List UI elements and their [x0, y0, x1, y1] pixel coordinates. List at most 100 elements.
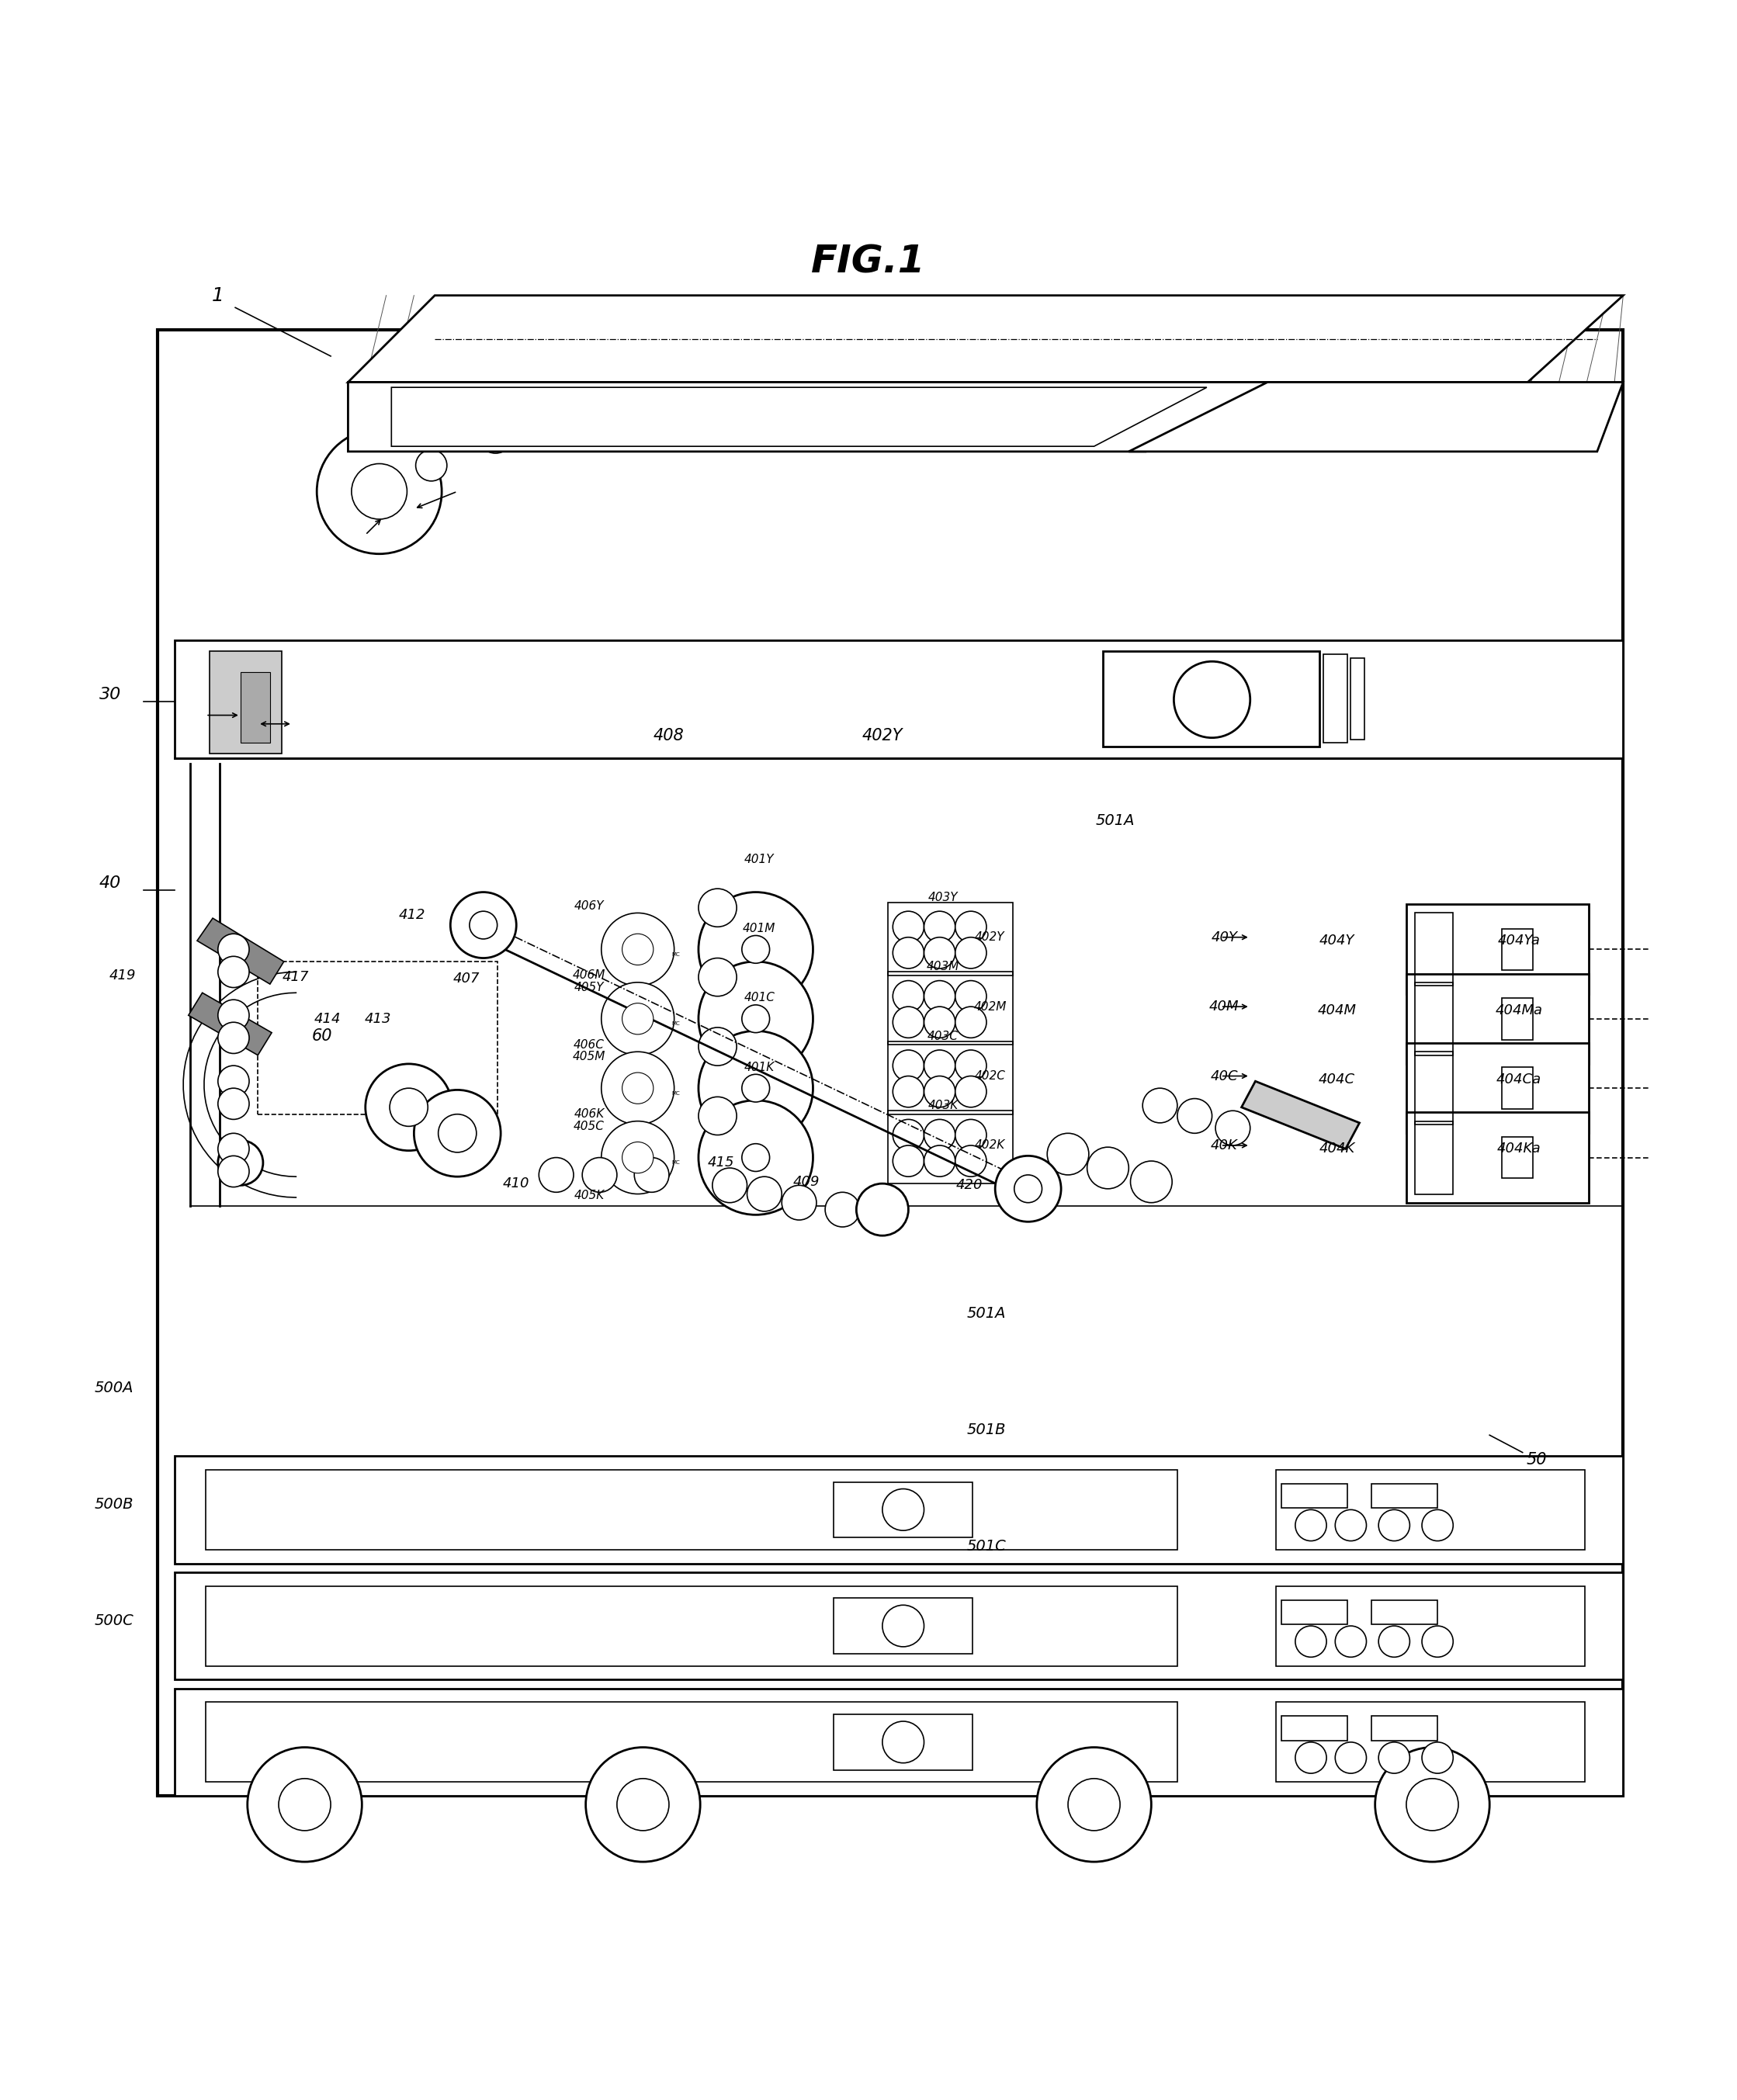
Text: 402Y: 402Y: [974, 932, 1006, 943]
Text: 40: 40: [99, 876, 122, 890]
Circle shape: [924, 981, 955, 1012]
Circle shape: [1379, 1625, 1410, 1657]
Text: 500A: 500A: [94, 1382, 134, 1396]
Bar: [1282, 1485, 1348, 1508]
Text: 500B: 500B: [94, 1497, 134, 1512]
Circle shape: [1014, 1174, 1042, 1203]
Circle shape: [1047, 1134, 1089, 1174]
Bar: [174, 1455, 1622, 1564]
Circle shape: [955, 1075, 987, 1107]
Circle shape: [438, 1115, 476, 1153]
Circle shape: [698, 1096, 736, 1134]
Text: 403K: 403K: [928, 1100, 959, 1111]
Circle shape: [538, 1157, 573, 1193]
Polygon shape: [196, 918, 283, 985]
Circle shape: [622, 934, 653, 966]
Circle shape: [698, 958, 736, 995]
Bar: [1407, 974, 1588, 1065]
Polygon shape: [1129, 382, 1622, 451]
Bar: [1103, 651, 1320, 746]
Circle shape: [278, 1779, 330, 1831]
Circle shape: [617, 1779, 669, 1831]
Bar: [158, 330, 1622, 1795]
Text: 30: 30: [99, 687, 122, 701]
Bar: [834, 1714, 973, 1770]
Circle shape: [955, 981, 987, 1012]
Circle shape: [1336, 1625, 1367, 1657]
Circle shape: [955, 911, 987, 943]
Text: 401Y: 401Y: [743, 853, 775, 865]
Circle shape: [924, 937, 955, 968]
Circle shape: [622, 1142, 653, 1174]
Text: 401M: 401M: [743, 922, 776, 934]
Circle shape: [955, 1144, 987, 1176]
Circle shape: [1296, 1625, 1327, 1657]
Text: 404M: 404M: [1317, 1004, 1357, 1016]
Circle shape: [450, 892, 516, 958]
Circle shape: [1068, 1779, 1120, 1831]
Circle shape: [1336, 1510, 1367, 1541]
Text: 405C: 405C: [573, 1121, 604, 1132]
Bar: [1503, 1067, 1534, 1109]
Bar: [1351, 657, 1365, 739]
Circle shape: [698, 888, 736, 926]
Text: 501A: 501A: [968, 1306, 1006, 1321]
Text: FIG.1: FIG.1: [811, 244, 926, 281]
Bar: [1372, 1600, 1438, 1623]
Text: 403Y: 403Y: [928, 892, 959, 903]
Text: 415: 415: [707, 1155, 735, 1170]
Circle shape: [478, 418, 512, 454]
Text: 409: 409: [792, 1174, 820, 1189]
Circle shape: [254, 716, 278, 739]
Bar: [1416, 1121, 1454, 1195]
Circle shape: [469, 911, 497, 939]
Text: 40C: 40C: [1211, 1069, 1238, 1084]
Bar: [1277, 1585, 1584, 1665]
Text: MC: MC: [672, 951, 681, 958]
Bar: [888, 1042, 1013, 1115]
Circle shape: [622, 1073, 653, 1105]
Text: 40M: 40M: [1209, 1000, 1238, 1014]
Circle shape: [698, 1100, 813, 1214]
Circle shape: [601, 913, 674, 985]
Circle shape: [955, 1119, 987, 1151]
Circle shape: [217, 1065, 248, 1096]
Text: 406K: 406K: [573, 1109, 604, 1119]
Circle shape: [585, 1747, 700, 1863]
Text: 402K: 402K: [974, 1140, 1006, 1151]
Circle shape: [924, 911, 955, 943]
Bar: [1407, 1113, 1588, 1203]
Circle shape: [438, 393, 459, 414]
Circle shape: [413, 1090, 500, 1176]
Circle shape: [389, 1088, 427, 1126]
Circle shape: [415, 449, 446, 481]
Bar: [1416, 913, 1454, 985]
Circle shape: [742, 1006, 769, 1033]
Circle shape: [893, 981, 924, 1012]
Text: 404Ya: 404Ya: [1497, 934, 1541, 947]
Circle shape: [478, 393, 512, 426]
Circle shape: [254, 695, 278, 718]
Circle shape: [742, 1144, 769, 1172]
Text: 40Y: 40Y: [1211, 930, 1237, 945]
Text: 500C: 500C: [94, 1613, 134, 1628]
Text: 414: 414: [314, 1012, 340, 1025]
Circle shape: [747, 1176, 782, 1212]
Text: 406M: 406M: [573, 970, 606, 981]
Circle shape: [426, 380, 471, 426]
Circle shape: [316, 428, 441, 554]
Bar: [888, 972, 1013, 1046]
Circle shape: [634, 1157, 669, 1193]
Text: 404C: 404C: [1318, 1073, 1355, 1086]
Circle shape: [1216, 1111, 1251, 1144]
Circle shape: [1379, 1510, 1410, 1541]
Bar: [1372, 1716, 1438, 1741]
Text: 406C: 406C: [573, 1040, 604, 1050]
Circle shape: [217, 934, 248, 966]
Text: 407: 407: [453, 972, 479, 985]
Text: 419: 419: [109, 968, 135, 983]
Circle shape: [698, 962, 813, 1075]
Circle shape: [825, 1193, 860, 1226]
Text: 501A: 501A: [1096, 813, 1134, 827]
Text: 1: 1: [212, 286, 224, 304]
